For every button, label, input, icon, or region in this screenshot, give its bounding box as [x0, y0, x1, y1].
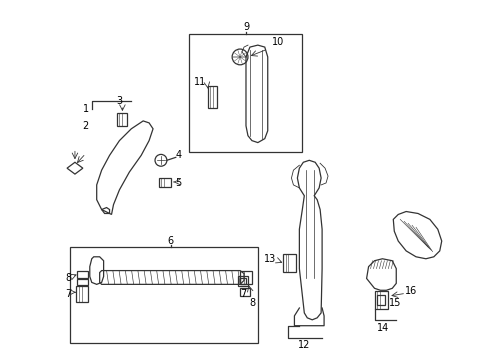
Text: 8: 8 — [65, 274, 71, 283]
Text: 8: 8 — [249, 298, 255, 308]
Text: 13: 13 — [263, 254, 275, 264]
Text: 6: 6 — [167, 236, 174, 246]
Bar — [240, 288, 249, 296]
Bar — [117, 113, 127, 126]
Bar — [188, 34, 302, 152]
Bar — [377, 295, 385, 305]
Bar — [208, 86, 217, 108]
Text: 14: 14 — [377, 323, 389, 333]
Text: 12: 12 — [298, 341, 310, 350]
Text: 4: 4 — [175, 150, 182, 161]
Text: 15: 15 — [388, 298, 401, 308]
Bar — [374, 291, 387, 309]
Text: 5: 5 — [175, 178, 182, 188]
Bar — [70, 247, 257, 343]
Text: 10: 10 — [271, 37, 283, 47]
Bar — [76, 286, 88, 302]
Text: 3: 3 — [116, 96, 122, 106]
Text: 16: 16 — [404, 286, 416, 296]
Bar — [77, 279, 88, 285]
Bar — [240, 271, 251, 284]
Text: 7: 7 — [240, 289, 245, 299]
Text: 11: 11 — [194, 77, 206, 86]
Bar — [240, 278, 245, 284]
Text: 7: 7 — [65, 289, 71, 299]
Text: 2: 2 — [82, 121, 89, 131]
Bar — [282, 254, 296, 271]
Bar — [238, 276, 247, 286]
Bar — [77, 271, 88, 278]
Text: 9: 9 — [243, 22, 248, 32]
Bar — [159, 178, 170, 187]
Text: 1: 1 — [82, 104, 89, 114]
